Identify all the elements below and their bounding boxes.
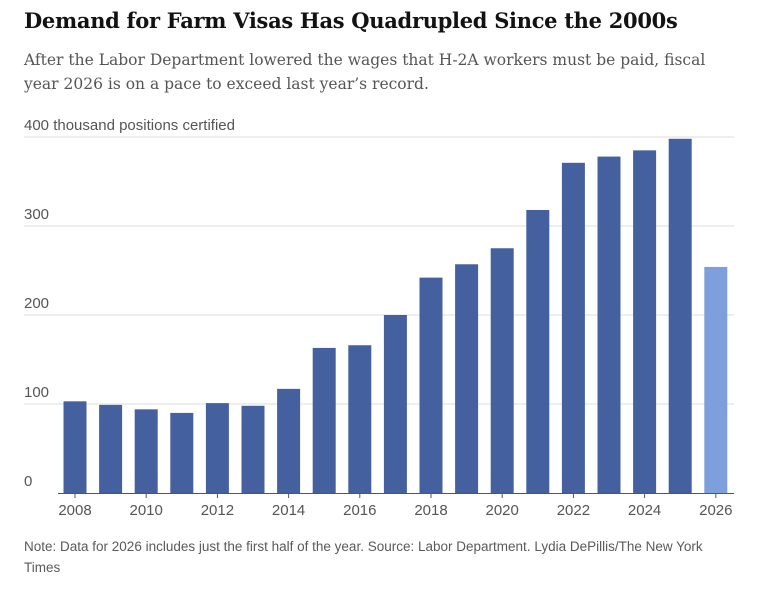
bars: [63, 138, 728, 494]
bar-2018: [419, 277, 443, 493]
chart-subtitle: After the Labor Department lowered the w…: [24, 51, 706, 93]
bar-2024: [633, 150, 657, 493]
x-tick-label: 2008: [58, 502, 91, 519]
y-tick-label: 300: [24, 206, 49, 223]
x-tick-label: 2020: [486, 502, 519, 519]
source-text: Source: Labor Department.: [367, 539, 531, 554]
y-tick-label: 100: [24, 384, 49, 401]
bar-2022: [561, 162, 585, 493]
bar-2014: [277, 388, 301, 493]
x-tick-label: 2012: [201, 502, 234, 519]
bar-2020: [490, 248, 514, 493]
bar-2017: [383, 315, 407, 493]
x-tick-label: 2014: [272, 502, 305, 519]
gridlines: [24, 136, 734, 405]
x-tick-label: 2022: [557, 502, 590, 519]
x-tick-label: 2024: [628, 502, 661, 519]
bar-2012: [205, 403, 229, 493]
y-tick-label: 200: [24, 295, 49, 312]
bar-2008: [63, 401, 87, 493]
bar-2019: [455, 264, 479, 493]
chart-footnote: Note: Data for 2026 includes just the fi…: [24, 536, 714, 578]
bar-2021: [526, 209, 550, 494]
axes: 0 100 200 300 400 thousand positions certifi…: [24, 117, 734, 519]
x-tick-label: 2018: [414, 502, 447, 519]
bar-2026: [704, 266, 728, 493]
y-tick-label: 400 thousand positions certified: [24, 117, 235, 134]
bar-chart: 0 100 200 300 400 thousand positions certifi…: [24, 117, 734, 519]
bar-2013: [241, 405, 265, 493]
credit-text: Lydia DePillis/The New York Times: [24, 539, 703, 575]
x-tick-label: 2026: [699, 502, 732, 519]
note-text: Note: Data for 2026 includes just the fi…: [24, 539, 364, 554]
bar-2016: [348, 345, 372, 493]
bar-2025: [668, 138, 692, 493]
chart-title: Demand for Farm Visas Has Quadrupled Sin…: [24, 8, 678, 33]
bar-2023: [597, 156, 621, 493]
bar-2015: [312, 347, 336, 493]
bar-2009: [99, 404, 123, 493]
bar-2011: [170, 412, 194, 493]
x-tick-label: 2016: [343, 502, 376, 519]
x-tick-label: 2010: [130, 502, 163, 519]
bar-2010: [134, 409, 158, 493]
y-tick-label: 0: [24, 473, 32, 490]
